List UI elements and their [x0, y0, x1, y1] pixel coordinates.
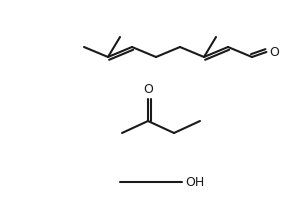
Text: O: O: [269, 45, 279, 58]
Text: O: O: [143, 83, 153, 96]
Text: OH: OH: [185, 176, 204, 188]
